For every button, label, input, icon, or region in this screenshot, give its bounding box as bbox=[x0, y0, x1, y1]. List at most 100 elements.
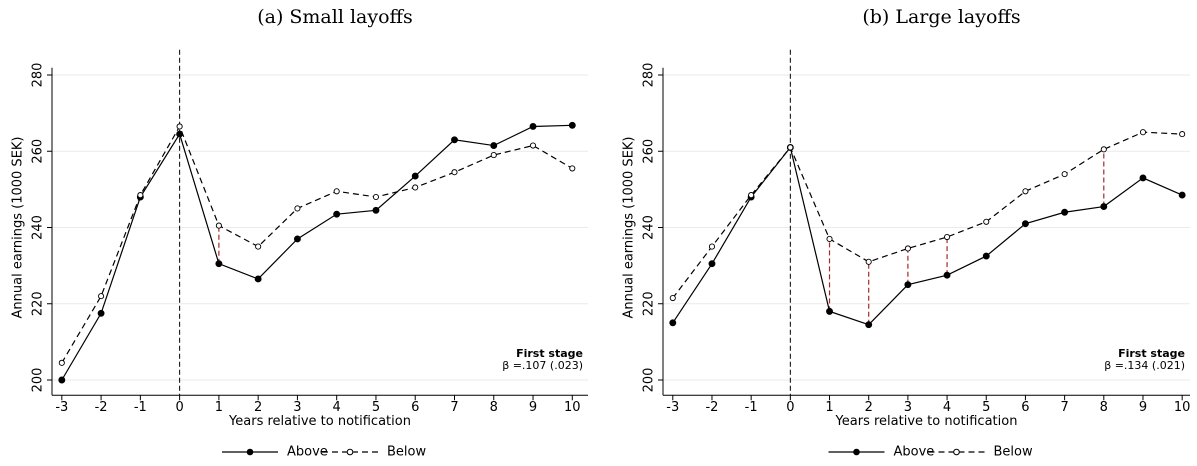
panel-title: (b) Large layoffs bbox=[862, 6, 1020, 28]
data-point bbox=[412, 184, 419, 191]
y-tick-label: 240 bbox=[31, 215, 46, 240]
data-point bbox=[215, 260, 223, 268]
data-point bbox=[97, 309, 105, 317]
data-point bbox=[748, 192, 755, 199]
legend-marker bbox=[953, 448, 960, 456]
y-tick-label: 280 bbox=[31, 63, 46, 88]
data-point bbox=[1179, 131, 1186, 138]
annotation: β =.134 (.021) bbox=[1104, 359, 1185, 372]
x-axis-label: Years relative to notification bbox=[228, 414, 411, 429]
data-point bbox=[865, 321, 873, 329]
data-point bbox=[372, 206, 380, 214]
x-tick-label: 10 bbox=[564, 400, 581, 415]
data-point bbox=[293, 235, 301, 243]
data-point bbox=[865, 258, 872, 265]
annotation: First stage bbox=[1118, 347, 1185, 360]
x-tick-label: 1 bbox=[825, 400, 833, 415]
data-point bbox=[451, 136, 458, 144]
data-point bbox=[1021, 220, 1029, 228]
data-point bbox=[982, 252, 990, 260]
x-tick-label: -1 bbox=[134, 400, 147, 415]
x-tick-label: 4 bbox=[333, 400, 341, 415]
data-point bbox=[826, 235, 833, 242]
legend-label: Below bbox=[387, 445, 426, 460]
data-point bbox=[137, 192, 144, 199]
x-tick-label: 10 bbox=[1174, 400, 1191, 415]
data-point bbox=[490, 142, 498, 149]
x-tick-label: -3 bbox=[55, 400, 68, 415]
x-tick-label: 0 bbox=[786, 400, 794, 415]
series-line bbox=[61, 124, 573, 381]
y-axis-label: Annual earnings (1000 SEK) bbox=[11, 137, 26, 319]
data-point bbox=[904, 281, 912, 289]
x-tick-label: 8 bbox=[490, 400, 498, 415]
data-point bbox=[254, 275, 262, 283]
annotation: β =.107 (.023) bbox=[502, 359, 583, 372]
annotation: First stage bbox=[516, 347, 583, 360]
x-tick-label: 3 bbox=[293, 400, 301, 415]
series-line bbox=[672, 131, 1183, 299]
x-tick-label: -1 bbox=[745, 400, 758, 415]
data-point bbox=[255, 243, 262, 250]
data-point bbox=[1061, 208, 1069, 216]
data-point bbox=[411, 172, 419, 180]
data-point bbox=[983, 218, 990, 225]
y-tick-label: 200 bbox=[31, 368, 46, 393]
data-point bbox=[944, 233, 951, 241]
y-tick-label: 280 bbox=[642, 63, 657, 88]
data-point bbox=[529, 142, 537, 149]
data-point bbox=[176, 123, 183, 130]
x-tick-label: 6 bbox=[1021, 400, 1029, 415]
x-tick-label: 2 bbox=[865, 400, 873, 415]
data-point bbox=[669, 294, 676, 302]
data-point bbox=[58, 359, 65, 366]
data-point bbox=[451, 169, 458, 176]
data-point bbox=[943, 271, 951, 279]
legend-marker bbox=[346, 448, 354, 456]
series-line bbox=[672, 146, 1183, 326]
data-point bbox=[669, 319, 677, 327]
data-point bbox=[1178, 191, 1186, 199]
data-point bbox=[1022, 188, 1029, 195]
data-point bbox=[787, 144, 794, 151]
x-tick-label: 5 bbox=[982, 400, 990, 415]
y-tick-label: 260 bbox=[31, 139, 46, 164]
data-point bbox=[490, 152, 497, 159]
data-point bbox=[1139, 129, 1147, 136]
y-tick-label: 200 bbox=[642, 368, 657, 393]
y-tick-label: 240 bbox=[642, 215, 657, 240]
legend-marker bbox=[853, 448, 860, 456]
data-point bbox=[1061, 171, 1068, 178]
data-point bbox=[569, 165, 576, 172]
legend-label: Above bbox=[287, 445, 328, 460]
legend-label: Above bbox=[894, 445, 935, 460]
data-point bbox=[708, 243, 716, 250]
legend-marker bbox=[246, 448, 254, 456]
data-point bbox=[294, 205, 301, 212]
x-tick-label: 2 bbox=[254, 400, 262, 415]
x-tick-label: -2 bbox=[705, 400, 718, 415]
data-point bbox=[529, 123, 537, 130]
data-point bbox=[568, 121, 576, 129]
data-point bbox=[215, 222, 222, 229]
x-tick-label: -3 bbox=[666, 400, 679, 415]
panel-title: (a) Small layoffs bbox=[257, 6, 413, 28]
y-axis-label: Annual earnings (1000 SEK) bbox=[622, 137, 637, 319]
data-point bbox=[1139, 174, 1147, 182]
x-tick-label: 7 bbox=[450, 400, 458, 415]
legend-label: Below bbox=[994, 445, 1033, 460]
x-tick-label: 7 bbox=[1060, 400, 1068, 415]
x-tick-label: 8 bbox=[1100, 400, 1108, 415]
x-tick-label: 9 bbox=[529, 400, 537, 415]
data-point bbox=[333, 210, 341, 218]
x-tick-label: 4 bbox=[943, 400, 951, 415]
x-axis-label: Years relative to notification bbox=[835, 414, 1018, 429]
x-tick-label: 0 bbox=[175, 400, 183, 415]
x-tick-label: -2 bbox=[95, 400, 108, 415]
data-point bbox=[98, 293, 105, 300]
y-tick-label: 220 bbox=[642, 291, 657, 316]
x-tick-label: 6 bbox=[411, 400, 419, 415]
data-point bbox=[904, 245, 911, 252]
x-tick-label: 3 bbox=[904, 400, 912, 415]
